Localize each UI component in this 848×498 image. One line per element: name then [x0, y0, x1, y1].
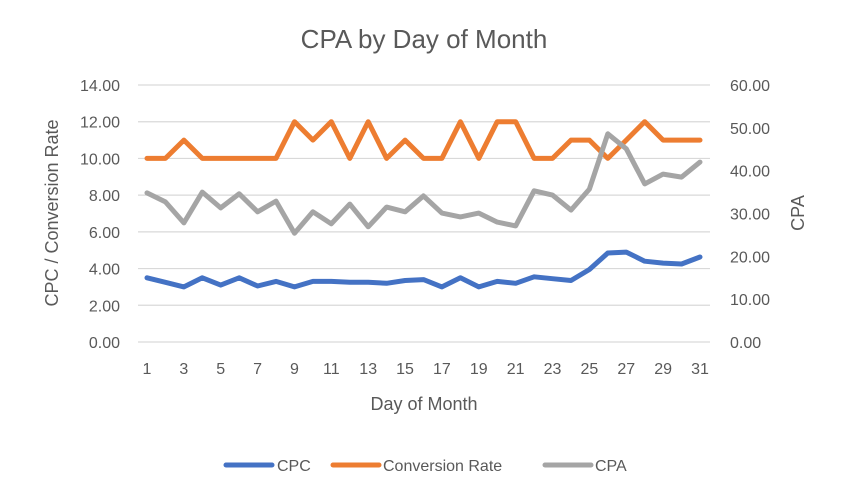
- series-line-conversion-rate: [144, 119, 703, 161]
- y-axis-right-title: CPA: [788, 195, 808, 231]
- series-line-cpc: [144, 249, 703, 290]
- series-lines: [144, 119, 703, 290]
- y-axis-left: 0.00 2.00 4.00 6.00 8.00 10.00 12.00 14.00: [80, 78, 120, 352]
- x-tick-label: 31: [691, 361, 709, 378]
- x-axis: 1 3 5 7 9 11 13 15 17 19 21 23 25 27 29 31: [143, 361, 709, 378]
- y2-tick-label: 50.00: [730, 121, 770, 138]
- y-tick-label: 12.00: [80, 115, 120, 132]
- x-tick-label: 21: [507, 361, 525, 378]
- y2-tick-label: 30.00: [730, 207, 770, 224]
- y2-tick-label: 60.00: [730, 78, 770, 95]
- x-tick-label: 23: [544, 361, 562, 378]
- y-tick-label: 8.00: [89, 188, 120, 205]
- x-tick-label: 7: [253, 361, 262, 378]
- legend-item-cpa: CPA: [542, 458, 627, 475]
- legend-item-conversion-rate: Conversion Rate: [330, 458, 502, 475]
- legend-label: CPC: [277, 458, 311, 475]
- gridlines: [138, 84, 710, 343]
- x-tick-label: 19: [470, 361, 488, 378]
- x-tick-label: 25: [581, 361, 599, 378]
- y-tick-label: 14.00: [80, 78, 120, 95]
- y2-tick-label: 10.00: [730, 292, 770, 309]
- legend-item-cpc: CPC: [223, 458, 311, 475]
- y-tick-label: 10.00: [80, 151, 120, 168]
- x-tick-label: 15: [396, 361, 414, 378]
- chart-title: CPA by Day of Month: [301, 24, 548, 54]
- y2-tick-label: 0.00: [730, 335, 761, 352]
- y-tick-label: 4.00: [89, 262, 120, 279]
- x-tick-label: 1: [143, 361, 152, 378]
- x-tick-label: 9: [290, 361, 299, 378]
- legend-label: Conversion Rate: [383, 458, 502, 475]
- x-tick-label: 11: [323, 361, 340, 378]
- x-axis-title: Day of Month: [370, 394, 477, 414]
- y-axis-right: 0.00 10.00 20.00 30.00 40.00 50.00 60.00: [730, 78, 770, 352]
- x-tick-label: 5: [216, 361, 225, 378]
- legend: CPC Conversion Rate CPA: [223, 458, 627, 475]
- y-tick-label: 6.00: [89, 225, 120, 242]
- y-tick-label: 2.00: [89, 298, 120, 315]
- x-tick-label: 17: [433, 361, 451, 378]
- y2-tick-label: 40.00: [730, 164, 770, 181]
- x-tick-label: 3: [179, 361, 188, 378]
- x-tick-label: 29: [654, 361, 672, 378]
- y-tick-label: 0.00: [89, 335, 120, 352]
- series-line-cpa: [144, 131, 703, 236]
- y2-tick-label: 20.00: [730, 249, 770, 266]
- x-tick-label: 27: [617, 361, 635, 378]
- y-axis-left-title: CPC / Conversion Rate: [42, 119, 62, 306]
- legend-label: CPA: [595, 458, 627, 475]
- x-tick-label: 13: [359, 361, 377, 378]
